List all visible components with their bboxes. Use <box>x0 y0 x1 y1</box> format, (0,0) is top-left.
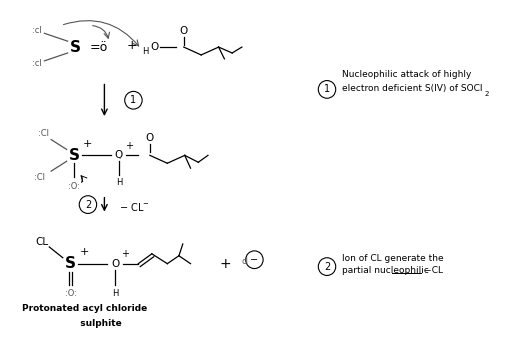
Text: O: O <box>179 26 188 36</box>
Text: +: + <box>220 257 231 271</box>
Text: O: O <box>111 259 119 269</box>
Text: :Cl: :Cl <box>34 172 45 181</box>
Text: H: H <box>142 47 148 56</box>
Text: =ö: =ö <box>89 41 108 54</box>
Text: 2: 2 <box>485 91 489 97</box>
Text: 1: 1 <box>324 84 330 94</box>
Text: S: S <box>69 148 80 163</box>
Text: −: − <box>250 255 258 265</box>
Text: H: H <box>112 289 118 298</box>
Text: O: O <box>115 150 123 160</box>
Text: :O:: :O: <box>65 289 77 298</box>
Text: H: H <box>116 178 122 187</box>
Text: $-$ CL$^{-}$: $-$ CL$^{-}$ <box>119 201 149 212</box>
Text: :O:: :O: <box>68 182 81 191</box>
Text: O: O <box>150 42 159 52</box>
Text: Ion of CL generate the: Ion of CL generate the <box>342 254 443 263</box>
Text: :Cl: :Cl <box>38 129 49 138</box>
Text: cl: cl <box>241 257 248 266</box>
Text: 1: 1 <box>130 95 136 105</box>
Text: +: + <box>125 141 132 151</box>
Text: +: + <box>126 39 137 52</box>
Text: CL: CL <box>35 237 48 247</box>
Text: S: S <box>70 40 81 55</box>
Text: +: + <box>83 139 93 149</box>
Text: −: − <box>423 265 430 274</box>
Text: S: S <box>65 256 76 271</box>
Text: +: + <box>121 249 129 259</box>
Text: Nucleophilic attack of highly
electron deficient S(IV) of SOCl: Nucleophilic attack of highly electron d… <box>342 70 482 93</box>
Text: Protonated acyl chloride
          sulphite: Protonated acyl chloride sulphite <box>22 304 148 328</box>
Text: 2: 2 <box>85 200 91 210</box>
Text: :cl: :cl <box>32 59 41 68</box>
Text: :cl: :cl <box>32 26 41 35</box>
Text: 2: 2 <box>324 262 330 272</box>
Text: ·: · <box>118 156 120 162</box>
Text: +: + <box>80 247 89 257</box>
Text: partial nucleophilic CL: partial nucleophilic CL <box>342 266 443 275</box>
Text: O: O <box>146 133 154 143</box>
